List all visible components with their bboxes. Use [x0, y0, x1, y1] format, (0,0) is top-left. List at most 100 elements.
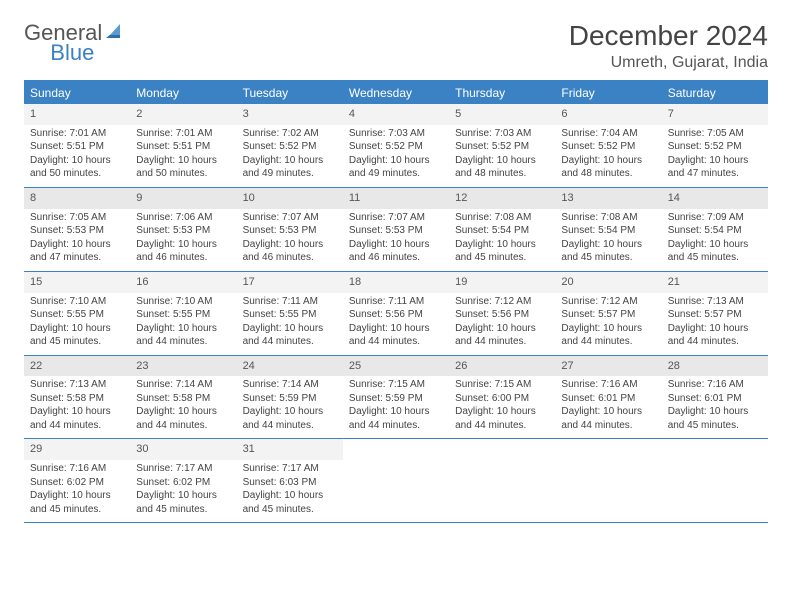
day-body: Sunrise: 7:06 AMSunset: 5:53 PMDaylight:… [130, 209, 236, 271]
day-number: 28 [662, 356, 768, 377]
day-body: Sunrise: 7:01 AMSunset: 5:51 PMDaylight:… [24, 125, 130, 187]
daylight-text: Daylight: 10 hours and 45 minutes. [561, 238, 655, 265]
sunrise-text: Sunrise: 7:01 AM [136, 127, 230, 141]
daylight-text: Daylight: 10 hours and 46 minutes. [243, 238, 337, 265]
weekday-header: Tuesday [237, 82, 343, 104]
daylight-text: Daylight: 10 hours and 44 minutes. [30, 405, 124, 432]
day-body: Sunrise: 7:13 AMSunset: 5:57 PMDaylight:… [662, 293, 768, 355]
day-body: Sunrise: 7:10 AMSunset: 5:55 PMDaylight:… [130, 293, 236, 355]
sunset-text: Sunset: 5:56 PM [349, 308, 443, 322]
sunset-text: Sunset: 5:52 PM [349, 140, 443, 154]
sunset-text: Sunset: 5:53 PM [243, 224, 337, 238]
sunset-text: Sunset: 5:53 PM [136, 224, 230, 238]
sunset-text: Sunset: 5:57 PM [561, 308, 655, 322]
day-cell: 11Sunrise: 7:07 AMSunset: 5:53 PMDayligh… [343, 188, 449, 271]
day-cell: 18Sunrise: 7:11 AMSunset: 5:56 PMDayligh… [343, 272, 449, 355]
day-number: 6 [555, 104, 661, 125]
sunrise-text: Sunrise: 7:07 AM [243, 211, 337, 225]
day-cell: 21Sunrise: 7:13 AMSunset: 5:57 PMDayligh… [662, 272, 768, 355]
sunset-text: Sunset: 5:55 PM [136, 308, 230, 322]
day-body: Sunrise: 7:16 AMSunset: 6:01 PMDaylight:… [555, 376, 661, 438]
daylight-text: Daylight: 10 hours and 46 minutes. [349, 238, 443, 265]
sunrise-text: Sunrise: 7:05 AM [30, 211, 124, 225]
day-number: 25 [343, 356, 449, 377]
sunrise-text: Sunrise: 7:12 AM [561, 295, 655, 309]
sunrise-text: Sunrise: 7:13 AM [668, 295, 762, 309]
sunrise-text: Sunrise: 7:16 AM [668, 378, 762, 392]
sunrise-text: Sunrise: 7:15 AM [349, 378, 443, 392]
day-number: 11 [343, 188, 449, 209]
sunrise-text: Sunrise: 7:02 AM [243, 127, 337, 141]
day-number: 15 [24, 272, 130, 293]
day-cell-empty [343, 439, 449, 522]
weekday-header: Thursday [449, 82, 555, 104]
day-number: 16 [130, 272, 236, 293]
day-body: Sunrise: 7:16 AMSunset: 6:01 PMDaylight:… [662, 376, 768, 438]
day-cell: 10 Sunrise: 7:07 AMSunset: 5:53 PMDayligh… [237, 188, 343, 271]
daylight-text: Daylight: 10 hours and 44 minutes. [455, 405, 549, 432]
weekday-header-row: SundayMondayTuesdayWednesdayThursdayFrid… [24, 82, 768, 104]
day-number: 12 [449, 188, 555, 209]
day-body: Sunrise: 7:12 AMSunset: 5:56 PMDaylight:… [449, 293, 555, 355]
sunrise-text: Sunrise: 7:03 AM [349, 127, 443, 141]
sunset-text: Sunset: 5:59 PM [243, 392, 337, 406]
sunrise-text: Sunrise: 7:15 AM [455, 378, 549, 392]
daylight-text: Daylight: 10 hours and 46 minutes. [136, 238, 230, 265]
daylight-text: Daylight: 10 hours and 44 minutes. [243, 405, 337, 432]
day-number: 17 [237, 272, 343, 293]
day-cell: 16Sunrise: 7:10 AMSunset: 5:55 PMDayligh… [130, 272, 236, 355]
day-cell: 15Sunrise: 7:10 AMSunset: 5:55 PMDayligh… [24, 272, 130, 355]
triangle-icon [106, 24, 124, 43]
daylight-text: Daylight: 10 hours and 47 minutes. [30, 238, 124, 265]
daylight-text: Daylight: 10 hours and 45 minutes. [455, 238, 549, 265]
sunset-text: Sunset: 5:57 PM [668, 308, 762, 322]
day-number: 10 [237, 188, 343, 209]
daylight-text: Daylight: 10 hours and 44 minutes. [561, 322, 655, 349]
sunrise-text: Sunrise: 7:17 AM [243, 462, 337, 476]
day-body: Sunrise: 7:08 AMSunset: 5:54 PMDaylight:… [555, 209, 661, 271]
day-cell: 1Sunrise: 7:01 AMSunset: 5:51 PMDaylight… [24, 104, 130, 187]
sunset-text: Sunset: 5:54 PM [668, 224, 762, 238]
logo-text-blue: Blue [50, 40, 94, 66]
sunset-text: Sunset: 6:02 PM [30, 476, 124, 490]
day-cell: 5Sunrise: 7:03 AMSunset: 5:52 PMDaylight… [449, 104, 555, 187]
day-cell-empty [449, 439, 555, 522]
weekday-header: Monday [130, 82, 236, 104]
sunset-text: Sunset: 5:54 PM [455, 224, 549, 238]
daylight-text: Daylight: 10 hours and 45 minutes. [30, 489, 124, 516]
sunrise-text: Sunrise: 7:08 AM [561, 211, 655, 225]
day-cell: 31Sunrise: 7:17 AMSunset: 6:03 PMDayligh… [237, 439, 343, 522]
sunset-text: Sunset: 5:52 PM [455, 140, 549, 154]
day-body: Sunrise: 7:04 AMSunset: 5:52 PMDaylight:… [555, 125, 661, 187]
logo: General Blue [24, 20, 172, 46]
daylight-text: Daylight: 10 hours and 45 minutes. [136, 489, 230, 516]
day-body: Sunrise: 7:17 AMSunset: 6:02 PMDaylight:… [130, 460, 236, 522]
sunrise-text: Sunrise: 7:09 AM [668, 211, 762, 225]
day-body: Sunrise: 7:08 AMSunset: 5:54 PMDaylight:… [449, 209, 555, 271]
sunset-text: Sunset: 6:03 PM [243, 476, 337, 490]
daylight-text: Daylight: 10 hours and 44 minutes. [243, 322, 337, 349]
day-body: Sunrise: 7:10 AMSunset: 5:55 PMDaylight:… [24, 293, 130, 355]
daylight-text: Daylight: 10 hours and 50 minutes. [136, 154, 230, 181]
day-body: Sunrise: 7:07 AMSunset: 5:53 PMDaylight:… [343, 209, 449, 271]
day-number: 21 [662, 272, 768, 293]
sunset-text: Sunset: 6:01 PM [561, 392, 655, 406]
sunset-text: Sunset: 6:02 PM [136, 476, 230, 490]
daylight-text: Daylight: 10 hours and 45 minutes. [668, 405, 762, 432]
weekday-header: Friday [555, 82, 661, 104]
sunrise-text: Sunrise: 7:06 AM [136, 211, 230, 225]
day-cell: 29Sunrise: 7:16 AMSunset: 6:02 PMDayligh… [24, 439, 130, 522]
sunrise-text: Sunrise: 7:01 AM [30, 127, 124, 141]
daylight-text: Daylight: 10 hours and 47 minutes. [668, 154, 762, 181]
daylight-text: Daylight: 10 hours and 49 minutes. [243, 154, 337, 181]
sunset-text: Sunset: 6:01 PM [668, 392, 762, 406]
day-number: 20 [555, 272, 661, 293]
calendar: SundayMondayTuesdayWednesdayThursdayFrid… [24, 80, 768, 523]
day-cell: 30Sunrise: 7:17 AMSunset: 6:02 PMDayligh… [130, 439, 236, 522]
daylight-text: Daylight: 10 hours and 44 minutes. [455, 322, 549, 349]
day-number: 23 [130, 356, 236, 377]
day-cell: 22Sunrise: 7:13 AMSunset: 5:58 PMDayligh… [24, 356, 130, 439]
sunset-text: Sunset: 5:51 PM [30, 140, 124, 154]
day-number: 3 [237, 104, 343, 125]
day-cell-empty [555, 439, 661, 522]
